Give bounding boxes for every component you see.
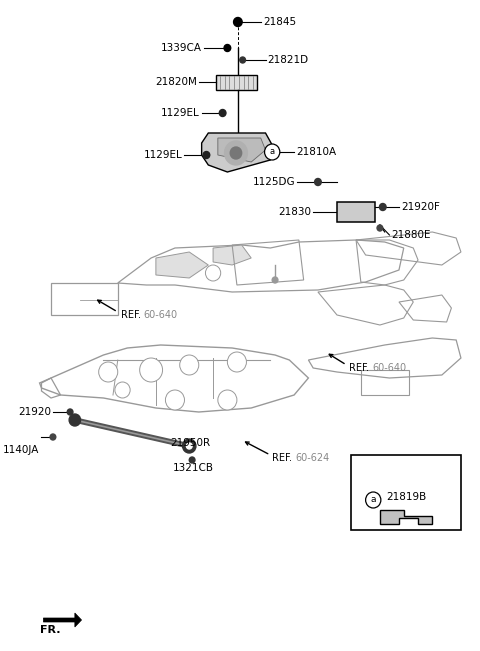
Text: a: a	[371, 495, 376, 505]
Text: REF.: REF.	[272, 453, 292, 463]
Polygon shape	[218, 138, 265, 162]
FancyBboxPatch shape	[351, 455, 461, 530]
Circle shape	[314, 178, 321, 186]
Text: 1339CA: 1339CA	[161, 43, 202, 53]
Polygon shape	[213, 245, 251, 265]
Circle shape	[140, 358, 163, 382]
Text: 21830: 21830	[278, 207, 311, 217]
Text: FR.: FR.	[39, 625, 60, 635]
Circle shape	[366, 492, 381, 508]
Circle shape	[99, 362, 118, 382]
Text: 1125DG: 1125DG	[252, 177, 295, 187]
Circle shape	[166, 390, 184, 410]
Text: 21845: 21845	[264, 17, 297, 27]
Text: REF.: REF.	[120, 310, 141, 320]
Text: 21819B: 21819B	[386, 492, 427, 502]
Text: 21950R: 21950R	[170, 438, 210, 448]
Polygon shape	[202, 133, 272, 172]
Circle shape	[189, 457, 195, 463]
Text: 21810A: 21810A	[296, 147, 336, 157]
Circle shape	[115, 382, 130, 398]
Text: 60-624: 60-624	[295, 453, 329, 463]
Text: 1140JA: 1140JA	[3, 445, 39, 455]
Circle shape	[50, 434, 56, 440]
Text: 1129EL: 1129EL	[144, 150, 182, 160]
Text: 21880E: 21880E	[391, 230, 431, 240]
Circle shape	[67, 409, 73, 415]
Text: 60-640: 60-640	[144, 310, 178, 320]
Text: 21821D: 21821D	[267, 55, 309, 65]
Circle shape	[224, 44, 231, 51]
Polygon shape	[380, 510, 432, 524]
Text: 1129EL: 1129EL	[161, 108, 200, 118]
Polygon shape	[216, 75, 257, 90]
Circle shape	[186, 443, 192, 449]
Circle shape	[240, 57, 245, 63]
Circle shape	[225, 141, 247, 165]
Text: 60-640: 60-640	[372, 363, 407, 373]
Circle shape	[228, 352, 246, 372]
Text: 1321CB: 1321CB	[173, 463, 214, 473]
Circle shape	[182, 439, 196, 453]
Polygon shape	[43, 613, 82, 627]
Circle shape	[234, 18, 242, 27]
Circle shape	[203, 152, 210, 158]
Circle shape	[230, 147, 241, 159]
Text: 21820M: 21820M	[155, 77, 197, 87]
Circle shape	[272, 277, 278, 283]
Text: 21920F: 21920F	[401, 202, 440, 212]
Circle shape	[180, 355, 199, 375]
Polygon shape	[337, 202, 375, 222]
Polygon shape	[156, 252, 208, 278]
Text: 21920: 21920	[18, 407, 51, 417]
Circle shape	[377, 225, 383, 231]
Circle shape	[205, 265, 221, 281]
Circle shape	[219, 109, 226, 117]
Text: a: a	[270, 148, 275, 156]
Circle shape	[379, 204, 386, 210]
Circle shape	[218, 390, 237, 410]
Text: REF.: REF.	[349, 363, 370, 373]
Circle shape	[264, 144, 280, 160]
Circle shape	[69, 414, 81, 426]
